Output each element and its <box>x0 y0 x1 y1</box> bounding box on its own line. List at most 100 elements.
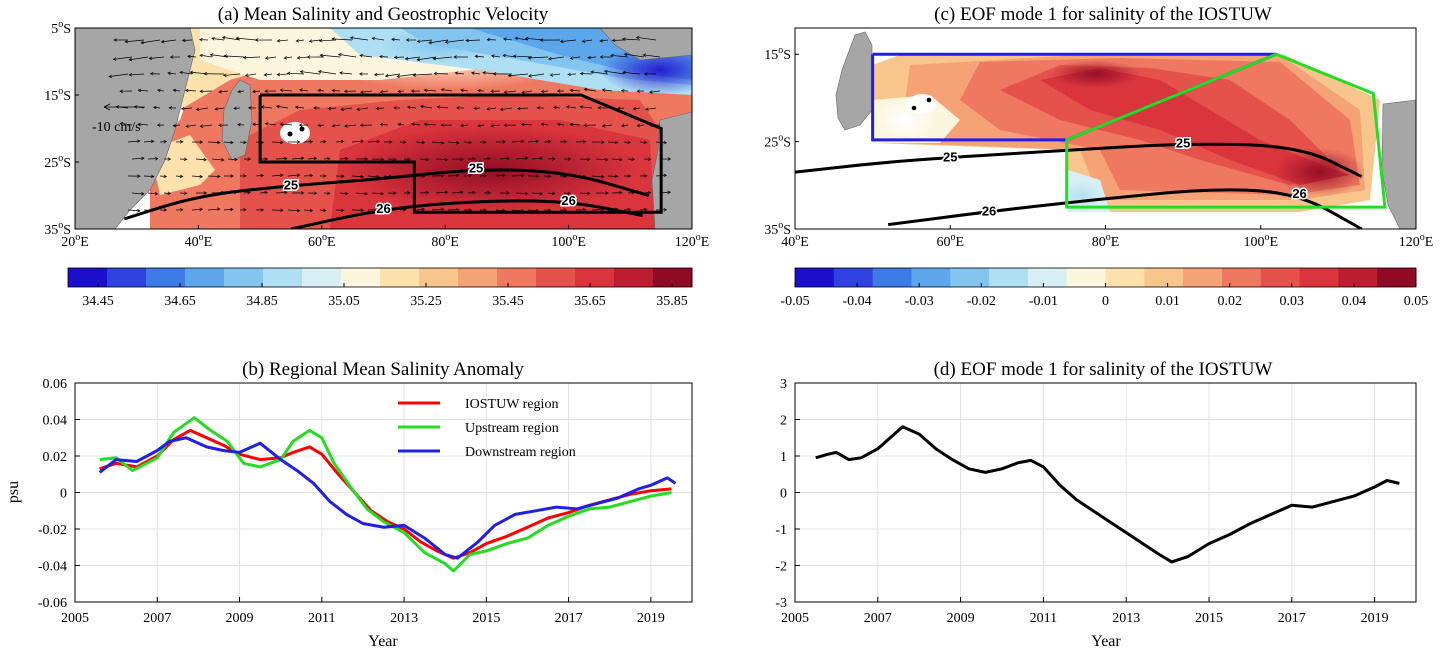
velocity-arrow-head <box>536 106 541 110</box>
velocity-arrow <box>487 107 497 110</box>
velocity-arrow <box>429 39 449 44</box>
y-tick-label: 0.06 <box>43 377 68 392</box>
y-tick-label: 35oS <box>44 220 71 238</box>
colorbar-segment <box>575 268 615 287</box>
velocity-arrow-head <box>179 208 184 212</box>
velocity-arrow-head <box>618 190 623 195</box>
velocity-arrow <box>380 90 389 93</box>
velocity-arrow <box>332 90 341 92</box>
velocity-arrow-head <box>521 173 525 178</box>
velocity-arrow-head <box>407 191 411 195</box>
velocity-arrow-head <box>264 89 268 93</box>
velocity-arrow-head <box>359 53 363 58</box>
colorbar-segment <box>1105 268 1145 287</box>
x-tick-label: 80oE <box>1092 232 1120 250</box>
velocity-arrow <box>495 209 506 212</box>
series-0-line <box>815 425 1400 564</box>
velocity-arrow-head <box>113 38 117 42</box>
velocity-arrow-head <box>179 140 184 144</box>
velocity-arrow <box>623 71 641 75</box>
colorbar-tick-label: 35.65 <box>574 294 606 309</box>
isopycnal-25-line <box>123 168 650 221</box>
velocity-arrow-head <box>203 72 207 76</box>
velocity-arrow-head <box>567 72 571 77</box>
velocity-arrow <box>435 191 448 194</box>
y-tick-label: 0.04 <box>43 414 68 429</box>
velocity-arrow <box>455 72 465 75</box>
colorbar-segment <box>1183 268 1223 287</box>
velocity-arrow-head <box>616 106 621 111</box>
velocity-arrow <box>318 89 325 92</box>
velocity-arrow <box>531 192 543 195</box>
velocity-arrow-head <box>119 121 124 126</box>
velocity-arrow-head <box>465 38 469 43</box>
isopycnal-26-label: 26 <box>982 204 996 219</box>
velocity-arrow-head <box>218 90 222 94</box>
velocity-arrow <box>495 174 506 177</box>
velocity-arrow <box>200 124 213 127</box>
velocity-arrow-head <box>254 38 259 42</box>
y-tick-label: 35oS <box>764 220 791 238</box>
velocity-arrow <box>259 192 268 194</box>
y-tick-label: -0.02 <box>38 523 67 538</box>
velocity-arrow <box>287 209 300 212</box>
velocity-arrow-head <box>535 139 540 144</box>
colorbar-tick-label: -0.05 <box>780 294 809 309</box>
velocity-arrow <box>191 175 203 178</box>
velocity-arrow-head <box>169 55 174 59</box>
velocity-arrow-head <box>597 106 602 110</box>
velocity-arrow <box>243 192 251 194</box>
colorbar-segment <box>833 268 874 287</box>
panel-c-region-boxes <box>871 52 1387 209</box>
velocity-arrow-head <box>521 90 525 94</box>
isopycnal-26-label: 26 <box>561 193 575 208</box>
y-tick-label: 25oS <box>764 133 791 151</box>
x-tick-label: 120oE <box>675 232 710 250</box>
velocity-arrow-head <box>327 191 331 195</box>
velocity-arrow-head <box>373 72 378 77</box>
velocity-arrow <box>411 123 421 126</box>
velocity-arrow-head <box>264 122 269 126</box>
panel-a-quiver-key-label: -10 cm/s <box>92 120 141 135</box>
velocity-arrow-head <box>579 105 584 109</box>
velocity-arrow-head <box>502 53 507 58</box>
panel-a-velocity-arrows <box>108 35 672 213</box>
velocity-arrow-head <box>260 173 264 178</box>
velocity-arrow <box>645 107 657 110</box>
velocity-arrow-head <box>184 88 189 93</box>
velocity-arrow <box>515 37 529 41</box>
velocity-arrow-head <box>535 174 540 178</box>
colorbar-segment <box>458 268 498 287</box>
velocity-arrow-head <box>397 122 402 127</box>
velocity-arrow <box>125 39 145 43</box>
velocity-arrow <box>252 90 261 93</box>
x-tick-label: 40oE <box>781 232 809 250</box>
velocity-arrow <box>129 56 149 61</box>
velocity-arrow-head <box>313 156 318 161</box>
velocity-arrow-head <box>364 157 369 161</box>
velocity-arrow-head <box>502 37 507 41</box>
panel-c-title: (c) EOF mode 1 for salinity of the IOSTU… <box>934 4 1272 25</box>
x-tick-label: 2013 <box>390 611 418 626</box>
x-tick-label: 40oE <box>185 232 213 250</box>
velocity-arrow-head <box>527 56 532 60</box>
velocity-arrow-head <box>237 89 241 94</box>
velocity-arrow <box>627 158 635 160</box>
velocity-arrow-head <box>343 89 348 94</box>
velocity-arrow <box>299 89 309 92</box>
velocity-arrow-head <box>397 89 401 94</box>
velocity-arrow <box>187 55 197 58</box>
velocity-arrow-head <box>549 73 554 77</box>
colorbar-tick-label: 35.85 <box>656 294 688 309</box>
velocity-arrow <box>557 123 565 126</box>
colorbar-segment <box>1299 268 1339 287</box>
velocity-arrow-head <box>319 53 324 58</box>
velocity-arrow-head <box>569 88 574 93</box>
velocity-arrow <box>407 106 417 109</box>
velocity-arrow <box>173 89 181 92</box>
velocity-arrow-head <box>299 88 303 92</box>
y-tick-label: 2 <box>780 414 787 429</box>
velocity-arrow-head <box>380 191 385 196</box>
velocity-arrow-head <box>216 207 221 211</box>
